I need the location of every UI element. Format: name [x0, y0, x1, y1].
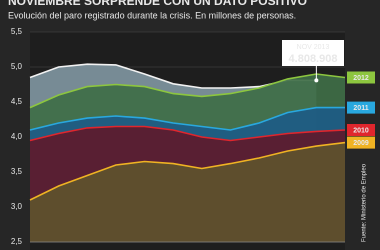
- annotation-label: NOV 2013: [297, 44, 330, 51]
- areas: [29, 63, 346, 242]
- area-line: [29, 106, 345, 131]
- legend-label: 2009: [353, 140, 369, 147]
- y-tick-label: 4,5: [11, 97, 23, 106]
- y-tick-label: 5,5: [11, 27, 23, 36]
- legend-label: 2012: [353, 75, 369, 82]
- area-line: [29, 125, 346, 142]
- legend-swatch: [347, 71, 375, 84]
- y-tick-label: 3,0: [11, 202, 23, 211]
- legend-swatch: [347, 136, 375, 149]
- y-tick-label: 2,5: [11, 237, 23, 246]
- chart-title: NOVIEMBRE SORPRENDE CON UN DATO POSITIVO: [8, 0, 307, 8]
- source: Fuente: Ministerio de Empleo: [362, 163, 368, 242]
- legend-label: 2011: [353, 105, 368, 112]
- annotation-point: [314, 78, 319, 83]
- legend-swatch: [347, 101, 375, 114]
- value-label: 4.808.908: [289, 53, 338, 65]
- area-line: [29, 73, 346, 109]
- y-tick-label: 4,0: [11, 132, 23, 141]
- chart-subtitle: Evolución del paro registrado durante la…: [8, 10, 296, 20]
- y-tick-label: 3,5: [11, 167, 23, 176]
- legend-swatch: [347, 124, 375, 136]
- annotation-box: [282, 40, 344, 66]
- overlay: 2,5 3,0 3,5 4,0 4,5 5,0 5,5 NOV 2013 4.808.908 20…: [11, 27, 375, 246]
- legend-label: 2010: [353, 127, 369, 134]
- y-tick-label: 5,0: [11, 62, 23, 71]
- area-line: [29, 141, 346, 201]
- area-fill: [30, 142, 345, 242]
